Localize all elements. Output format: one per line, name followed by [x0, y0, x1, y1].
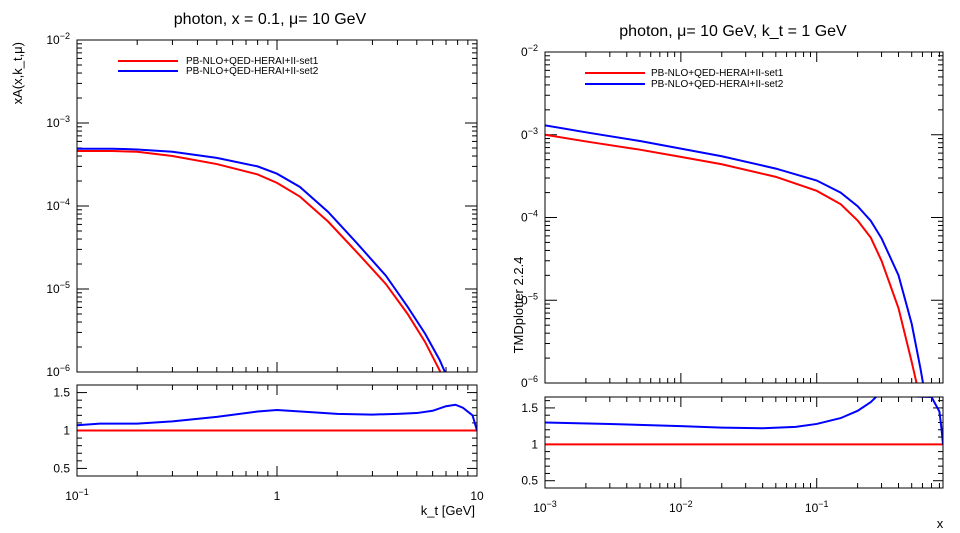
x-tick-label: 1 [274, 489, 281, 503]
y-tick-label: 0−2 [521, 43, 538, 59]
x-tick-label: 10−1 [65, 487, 89, 503]
y-tick-label: 10−2 [46, 31, 70, 47]
ratio-line-2 [545, 397, 943, 445]
ratio-y-tick-label: 1.5 [53, 386, 70, 400]
ratio-y-tick-label: 1 [63, 424, 70, 438]
x-tick-label: 10−2 [669, 499, 693, 515]
ratio-y-tick-label: 0.5 [53, 461, 70, 475]
y-tick-label: 10−6 [46, 363, 70, 379]
series-line-2 [545, 124, 924, 383]
left-panel: photon, x = 0.1, μ= 10 GeV xA(x,k_t,μ) k… [10, 11, 484, 518]
tmdplotter-side-label: TMDplotter 2.2.4 [511, 257, 526, 354]
left-y-axis-label: xA(x,k_t,μ) [10, 42, 25, 104]
left-legend-label-set1: PB-NLO+QED-HERAI+II-set1 [186, 56, 319, 67]
x-tick-label: 10−3 [533, 499, 557, 515]
series-line-1 [77, 149, 442, 372]
left-x-axis-label: k_t [GeV] [421, 503, 475, 518]
main-plot-frame [76, 39, 478, 373]
right-panel: photon, μ= 10 GeV, k_t = 1 GeV x TMDplot… [511, 23, 944, 531]
ratio-plot-frame [76, 384, 478, 477]
y-tick-label: 0−5 [521, 291, 538, 307]
y-tick-label: 0−4 [521, 209, 538, 225]
y-tick-label: 0−6 [521, 374, 538, 390]
y-tick-label: 10−4 [46, 197, 70, 213]
left-legend-label-set2: PB-NLO+QED-HERAI+II-set2 [186, 66, 319, 77]
main-plot-frame [544, 51, 944, 384]
left-legend: PB-NLO+QED-HERAI+II-set1 PB-NLO+QED-HERA… [118, 56, 319, 77]
ratio-plot-frame [544, 396, 944, 489]
y-tick-label: 10−5 [46, 280, 70, 296]
y-tick-label: 0−3 [521, 126, 538, 142]
right-x-axis-label: x [937, 516, 944, 531]
ratio-line-2 [77, 403, 477, 431]
right-legend-label-set1: PB-NLO+QED-HERAI+II-set1 [651, 68, 784, 79]
x-tick-label: 10 [470, 489, 484, 503]
y-tick-label: 10−3 [46, 114, 70, 130]
right-legend-label-set2: PB-NLO+QED-HERAI+II-set2 [651, 79, 784, 90]
right-chart-title: photon, μ= 10 GeV, k_t = 1 GeV [619, 23, 847, 40]
ratio-y-tick-label: 0.5 [521, 474, 538, 488]
right-legend: PB-NLO+QED-HERAI+II-set1 PB-NLO+QED-HERA… [585, 68, 784, 90]
ratio-y-tick-label: 1.5 [521, 401, 538, 415]
left-chart-title: photon, x = 0.1, μ= 10 GeV [174, 11, 367, 28]
x-tick-label: 10−1 [805, 499, 829, 515]
series-line-1 [545, 133, 918, 383]
ratio-y-tick-label: 1 [531, 437, 538, 451]
series-line-2 [77, 147, 447, 372]
